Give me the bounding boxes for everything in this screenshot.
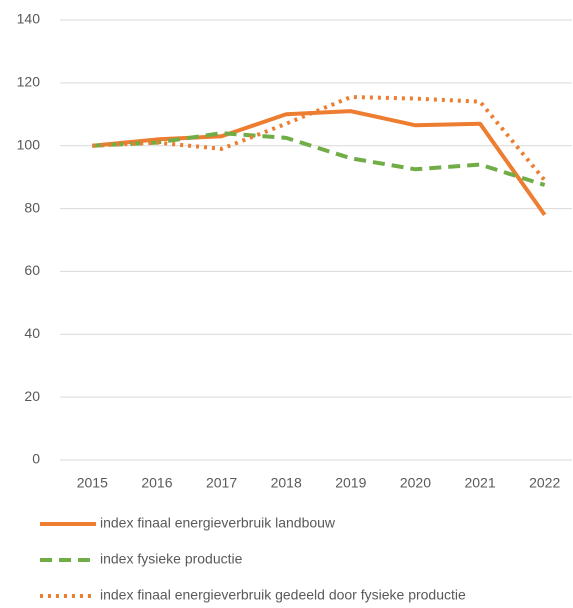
y-tick-label: 80 xyxy=(24,199,40,215)
x-tick-label: 2020 xyxy=(400,475,431,491)
x-tick-label: 2021 xyxy=(464,475,495,491)
series-line xyxy=(92,95,547,182)
x-tick-label: 2022 xyxy=(529,475,560,491)
x-tick-label: 2019 xyxy=(335,475,366,491)
y-tick-label: 20 xyxy=(24,388,40,404)
legend-label: index fysieke productie xyxy=(100,551,243,567)
legend-label: index finaal energieverbruik gedeeld doo… xyxy=(100,587,466,603)
y-tick-label: 60 xyxy=(24,262,40,278)
y-tick-label: 140 xyxy=(17,11,41,27)
y-tick-label: 100 xyxy=(17,136,41,152)
y-tick-label: 120 xyxy=(17,74,41,90)
legend-label: index finaal energieverbruik landbouw xyxy=(100,515,336,531)
series-line xyxy=(92,109,547,217)
y-tick-label: 0 xyxy=(32,451,40,467)
series-line xyxy=(92,131,546,187)
x-tick-label: 2017 xyxy=(206,475,237,491)
x-tick-label: 2016 xyxy=(141,475,172,491)
y-tick-label: 40 xyxy=(24,325,40,341)
x-tick-label: 2015 xyxy=(77,475,108,491)
x-tick-label: 2018 xyxy=(271,475,302,491)
